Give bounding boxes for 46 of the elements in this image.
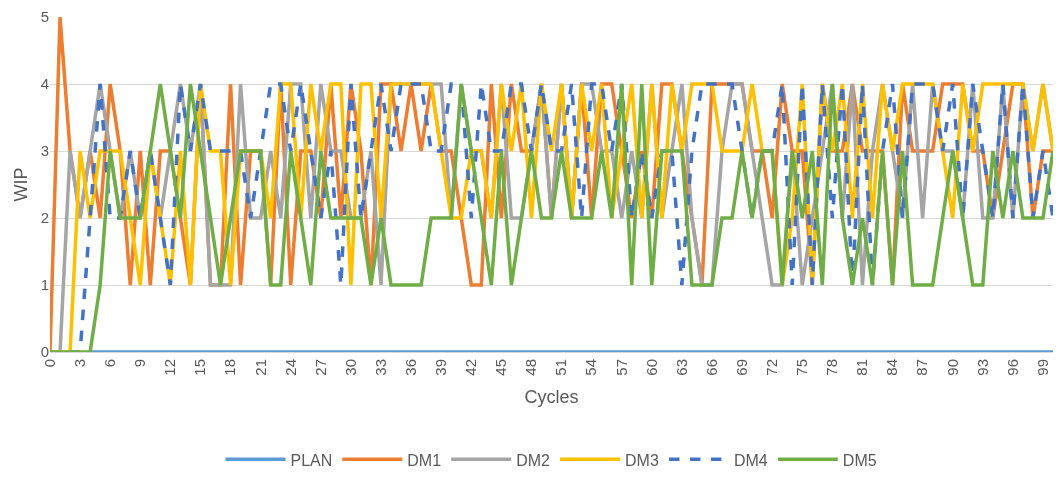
x-tick-label: 87 (913, 359, 931, 376)
x-tick-label: 75 (793, 359, 811, 376)
y-tick-label: 4 (40, 75, 49, 93)
x-tick-label: 9 (131, 359, 149, 368)
x-tick-label: 21 (251, 359, 269, 376)
x-tick-label: 33 (371, 359, 389, 376)
x-tick-label: 24 (281, 359, 299, 376)
y-tick-label: 5 (40, 8, 49, 26)
x-tick-label: 18 (221, 359, 239, 376)
legend-label: PLAN (290, 451, 333, 469)
y-tick-label: 1 (40, 276, 49, 294)
x-tick-label: 96 (1003, 359, 1021, 376)
y-tick-label: 2 (40, 209, 49, 227)
x-tick-label: 93 (973, 359, 991, 376)
legend-label: DM5 (842, 451, 877, 469)
x-tick-label: 99 (1033, 359, 1051, 376)
x-tick-label: 84 (883, 359, 901, 376)
legend-label: DM4 (733, 451, 768, 469)
legend-label: DM2 (516, 451, 551, 469)
legend-label: DM1 (407, 451, 442, 469)
x-tick-label: 36 (401, 359, 419, 376)
x-tick-label: 42 (462, 359, 480, 376)
x-tick-label: 6 (101, 359, 119, 368)
x-tick-label: 81 (853, 359, 871, 376)
x-tick-label: 3 (70, 359, 88, 368)
x-tick-label: 45 (492, 359, 510, 376)
x-tick-label: 78 (823, 359, 841, 376)
x-tick-label: 15 (191, 359, 209, 376)
x-tick-label: 57 (612, 359, 630, 376)
x-tick-label: 51 (552, 359, 570, 376)
x-tick-label: 30 (341, 359, 359, 376)
x-tick-label: 48 (522, 359, 540, 376)
x-tick-label: 54 (582, 359, 600, 376)
y-axis-title: WIP (10, 167, 31, 202)
x-tick-label: 72 (763, 359, 781, 376)
x-tick-label: 90 (943, 359, 961, 376)
x-tick-label: 12 (161, 359, 179, 376)
x-tick-label: 60 (642, 359, 660, 376)
x-tick-label: 27 (311, 359, 329, 376)
x-tick-label: 69 (732, 359, 750, 376)
x-tick-label: 63 (672, 359, 690, 376)
x-axis-title: Cycles (524, 386, 579, 407)
x-tick-label: 39 (432, 359, 450, 376)
x-tick-label: 66 (702, 359, 720, 376)
y-tick-label: 3 (40, 142, 49, 160)
legend-label: DM3 (625, 451, 659, 469)
